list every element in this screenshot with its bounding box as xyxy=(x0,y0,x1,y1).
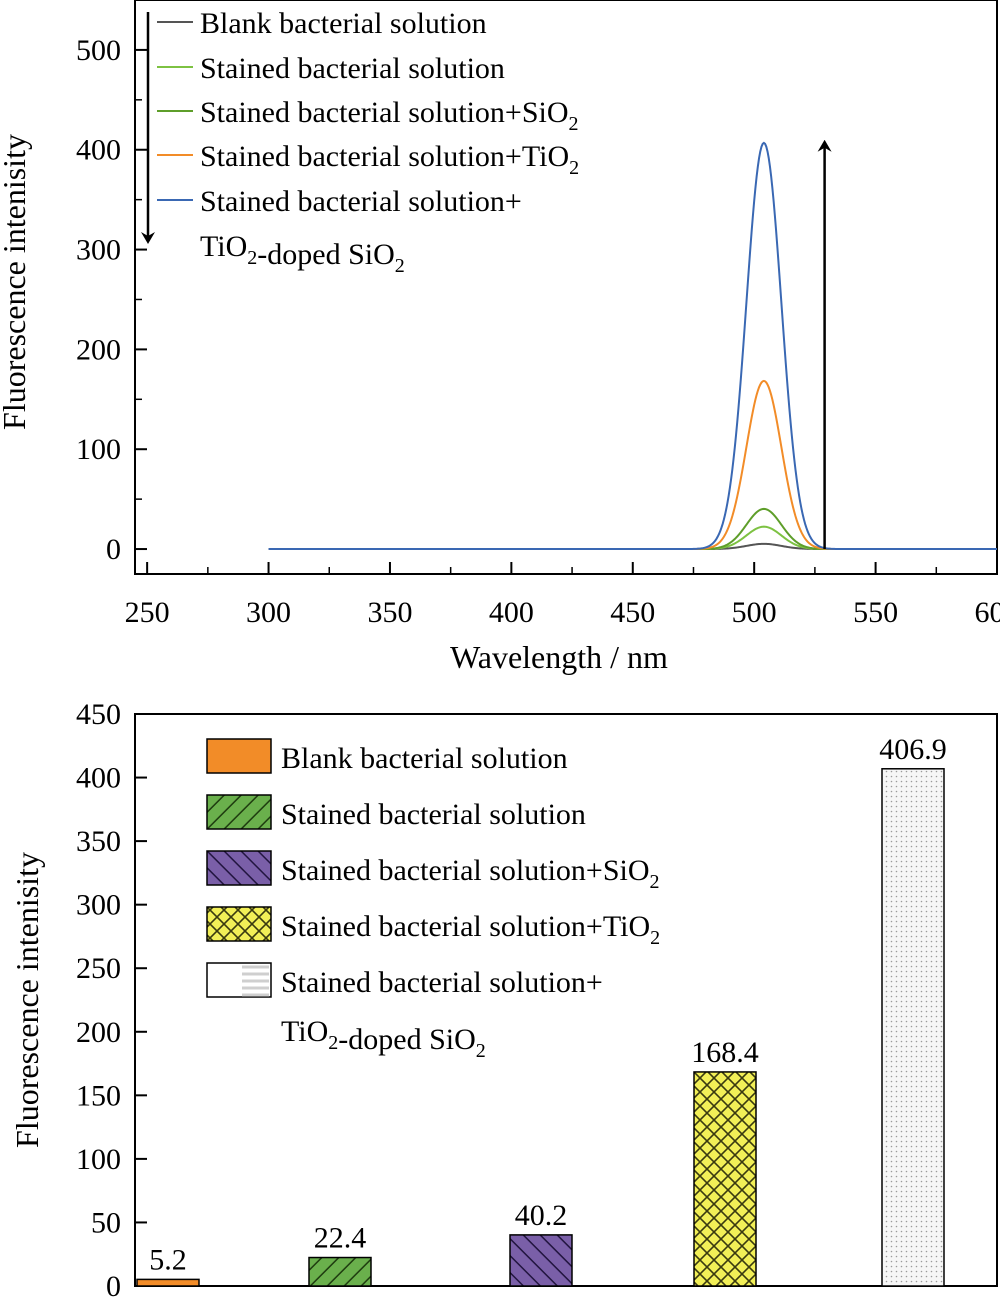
line-x-tick-label: 300 xyxy=(246,596,291,629)
line-x-tick-label: 250 xyxy=(125,596,170,629)
bar-y-tick-label: 350 xyxy=(76,825,121,858)
bar-1 xyxy=(136,1278,200,1287)
bar-2 xyxy=(308,1256,372,1287)
bar-legend-swatch xyxy=(206,794,272,830)
bar-legend-swatch xyxy=(206,906,272,942)
bar-legend-label: Stained bacterial solution+SiO2 xyxy=(281,854,660,893)
bar-value-label: 168.4 xyxy=(691,1036,759,1069)
line-y-ticks: 0 100 200 300 400 500 xyxy=(76,34,147,566)
bars-group: 5.2 22.4 40.2 168.4 406.9 xyxy=(136,733,947,1287)
line-y-tick-label: 500 xyxy=(76,34,121,67)
bar-y-tick-label: 400 xyxy=(76,762,121,795)
bar-legend-swatch xyxy=(206,850,272,886)
line-x-tick-label: 400 xyxy=(489,596,534,629)
line-legend-label: Stained bacterial solution xyxy=(200,52,505,85)
line-legend-label: Stained bacterial solution+TiO2 xyxy=(200,140,579,179)
line-y-axis-title: Fluorescence intenisity xyxy=(0,134,32,430)
line-y-tick-label: 0 xyxy=(106,533,121,566)
bar-legend: Blank bacterial solution Stained bacteria… xyxy=(206,738,660,1062)
spectrum-line-4 xyxy=(268,379,997,551)
bar-legend-label: Blank bacterial solution xyxy=(281,742,568,775)
line-y-tick-label: 400 xyxy=(76,134,121,167)
bar-y-tick-label: 0 xyxy=(106,1270,121,1301)
line-x-axis-title: Wavelength / nm xyxy=(450,639,668,675)
line-legend-label-line2: TiO2-doped SiO2 xyxy=(200,230,405,277)
line-x-tick-label: 500 xyxy=(732,596,777,629)
line-chart: 250 300 350 400 450 500 550 600 0 100 200 300 400 50… xyxy=(0,0,1000,675)
bar-value-label: 406.9 xyxy=(879,733,947,766)
bar-legend-label-line2: TiO2-doped SiO2 xyxy=(281,1015,486,1062)
bar-y-tick-label: 50 xyxy=(91,1206,121,1239)
spectrum-line-3 xyxy=(268,507,997,551)
bar-y-tick-label: 200 xyxy=(76,1016,121,1049)
line-legend: Blank bacterial solution Stained bacteria… xyxy=(157,7,579,277)
bar-5 xyxy=(881,768,945,1287)
line-plot-frame xyxy=(134,0,998,575)
line-x-tick-label: 350 xyxy=(367,596,412,629)
bar-chart: 0 50 100 150 200 250 300 350 400 450 5.2 22.4 40.2 1… xyxy=(9,698,998,1301)
bar-y-tick-label: 250 xyxy=(76,952,121,985)
bar-value-label: 22.4 xyxy=(314,1222,367,1255)
line-y-tick-label: 300 xyxy=(76,234,121,267)
line-legend-label: Blank bacterial solution xyxy=(200,7,487,40)
line-x-tick-label: 450 xyxy=(610,596,655,629)
bar-legend-label: Stained bacterial solution+ xyxy=(281,966,603,999)
bar-legend-label: Stained bacterial solution+TiO2 xyxy=(281,910,660,949)
line-y-tick-label: 100 xyxy=(76,433,121,466)
line-y-tick-label: 200 xyxy=(76,333,121,366)
spectrum-line-2 xyxy=(268,525,997,551)
bar-4 xyxy=(693,1071,757,1287)
bar-value-label: 40.2 xyxy=(515,1199,568,1232)
bar-y-tick-label: 100 xyxy=(76,1143,121,1176)
bar-legend-label: Stained bacterial solution xyxy=(281,798,586,831)
line-x-tick-label: 600 xyxy=(975,596,1000,629)
bar-3 xyxy=(509,1234,573,1287)
bar-legend-swatch xyxy=(206,738,272,774)
bar-y-tick-label: 450 xyxy=(76,698,121,731)
line-x-ticks: 250 300 350 400 450 500 550 600 xyxy=(125,562,1000,629)
bar-y-axis-title: Fluorescence intenisity xyxy=(9,852,45,1148)
bar-y-tick-label: 300 xyxy=(76,889,121,922)
line-legend-label: Stained bacterial solution+SiO2 xyxy=(200,96,579,135)
spectrum-line-5 xyxy=(268,141,997,551)
bar-y-tick-label: 150 xyxy=(76,1079,121,1112)
line-x-tick-label: 550 xyxy=(853,596,898,629)
bar-y-ticks: 0 50 100 150 200 250 300 350 400 450 xyxy=(76,698,147,1301)
bar-value-label: 5.2 xyxy=(149,1243,187,1276)
line-legend-label: Stained bacterial solution+ xyxy=(200,185,522,218)
